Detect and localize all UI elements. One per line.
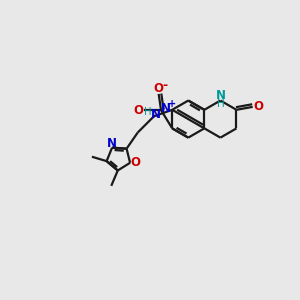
Text: +: + <box>168 99 176 109</box>
Text: O: O <box>154 82 164 95</box>
Text: O: O <box>130 156 140 169</box>
Text: O: O <box>134 103 144 117</box>
Text: -: - <box>163 79 168 92</box>
Text: N: N <box>215 89 225 102</box>
Text: N: N <box>161 102 171 115</box>
Text: O: O <box>253 100 263 113</box>
Text: N: N <box>151 108 161 121</box>
Text: H: H <box>217 99 224 109</box>
Text: H: H <box>144 107 152 117</box>
Text: N: N <box>107 137 117 150</box>
